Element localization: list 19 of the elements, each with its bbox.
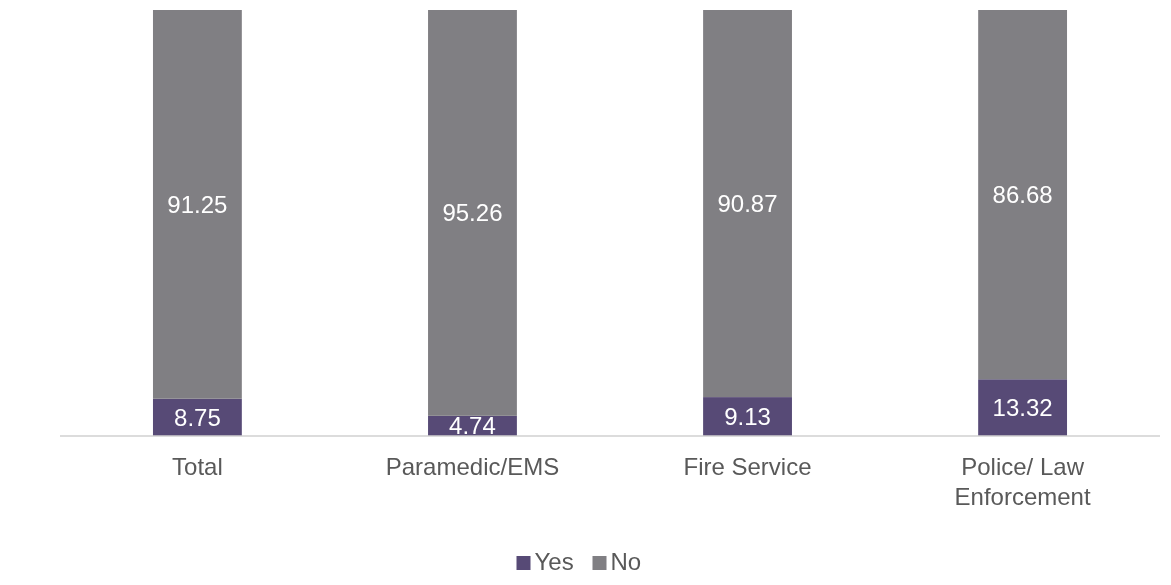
legend-label: No <box>610 548 642 575</box>
data-label: 86.68 <box>992 181 1053 209</box>
data-label: 9.13 <box>724 402 771 430</box>
data-label: 95.26 <box>442 199 503 227</box>
bar <box>152 10 242 399</box>
x-tick-label: Fire Service <box>683 453 812 480</box>
x-tick-label: Paramedic/EMS <box>385 453 560 480</box>
bar <box>978 10 1068 380</box>
data-label: 90.87 <box>717 189 778 217</box>
data-label: 13.32 <box>992 394 1053 422</box>
x-tick-label: Total <box>172 453 223 480</box>
bar <box>978 379 1068 436</box>
bar <box>703 10 792 398</box>
x-tick-label: Police/ Law Enforcement <box>954 453 1091 510</box>
data-label: 91.25 <box>167 190 228 218</box>
legend-label: Yes <box>534 548 574 575</box>
bar <box>428 10 517 416</box>
data-label: 4.74 <box>449 412 496 440</box>
data-label: 8.75 <box>174 403 221 431</box>
